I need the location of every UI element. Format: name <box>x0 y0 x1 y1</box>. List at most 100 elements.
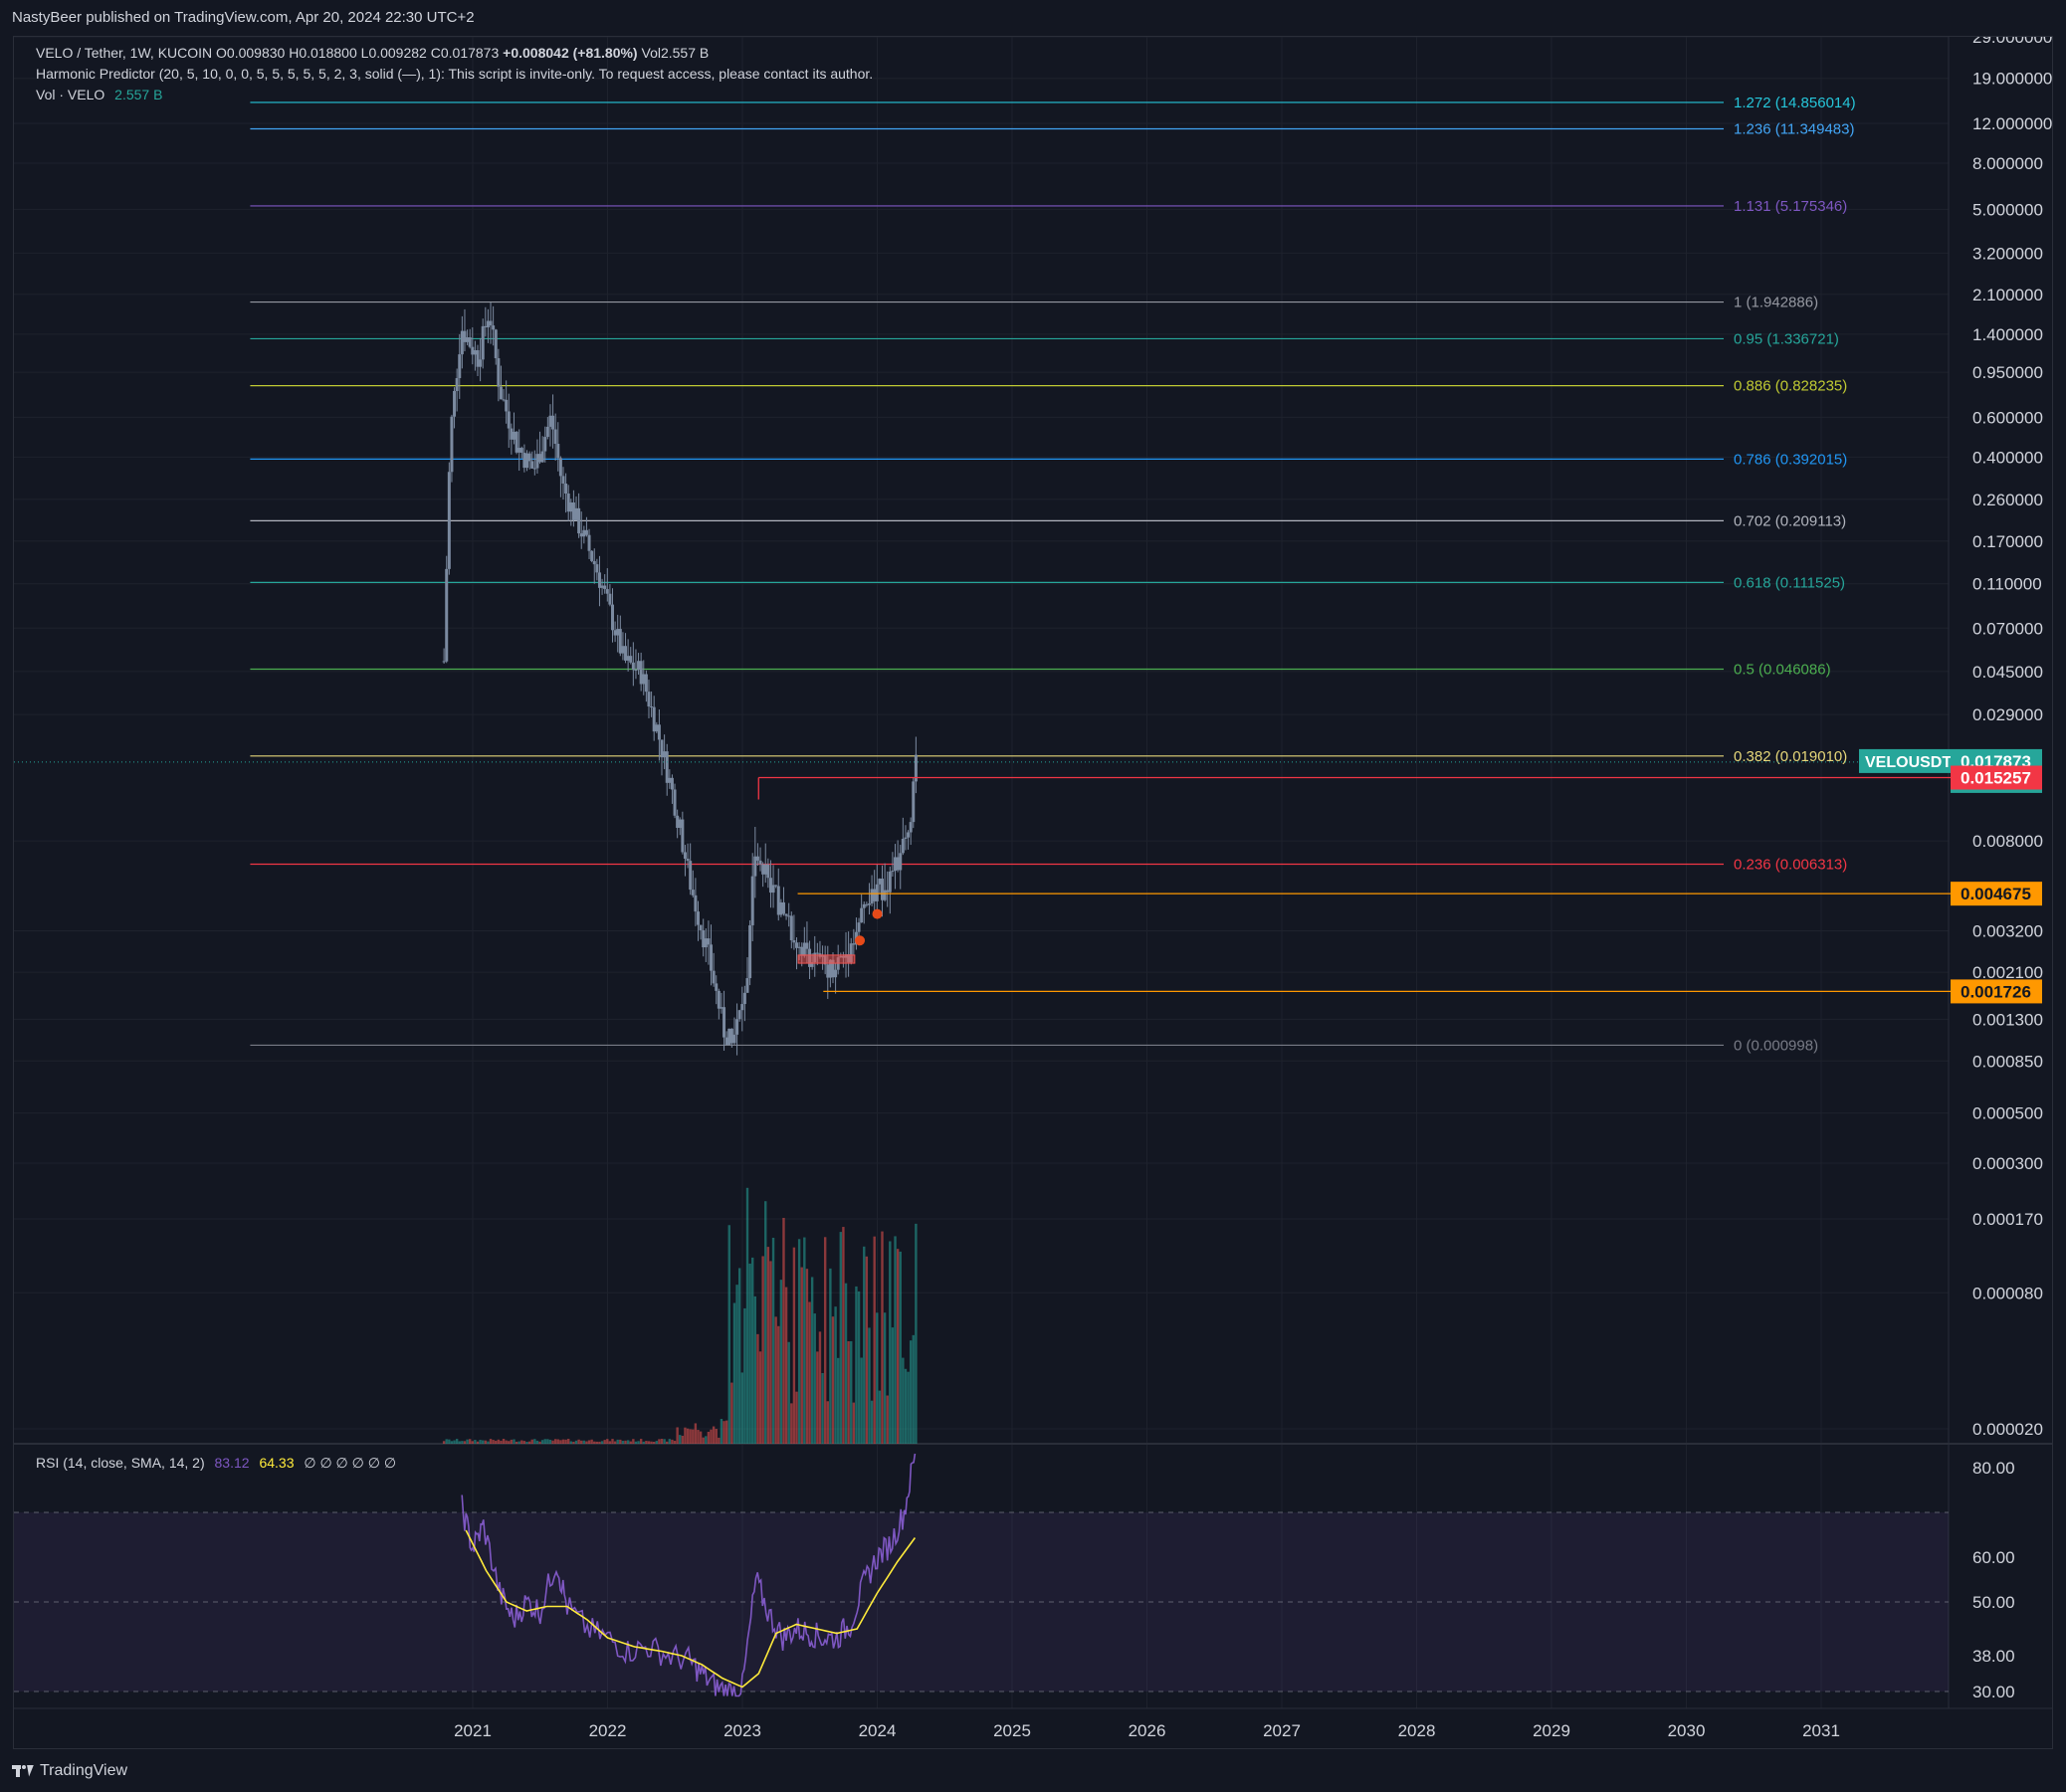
volume-bar <box>681 1435 685 1444</box>
candle-body <box>715 983 719 991</box>
volume-bar <box>540 1440 544 1444</box>
volume-bar <box>907 1371 910 1444</box>
candle-body <box>525 453 529 469</box>
volume-bar <box>513 1439 516 1444</box>
volume-bar <box>787 1341 790 1444</box>
volume-bar <box>886 1395 889 1444</box>
rsi-axis-tick: 50.00 <box>1972 1593 2015 1612</box>
time-axis-tick: 2028 <box>1398 1721 1436 1740</box>
candle-body <box>742 992 746 1005</box>
tradingview-logo[interactable]: TradingView <box>12 1762 127 1780</box>
price-axis-tick: 3.200000 <box>1972 244 2043 263</box>
candle-body <box>502 399 506 401</box>
candle-body <box>720 1007 723 1009</box>
volume-bar <box>484 1440 488 1444</box>
volume-bar <box>559 1440 562 1444</box>
volume-legend[interactable]: Vol · VELO 2.557 B <box>36 87 162 102</box>
volume-bar <box>468 1439 472 1444</box>
volume-bar <box>730 1382 733 1444</box>
volume-bar <box>515 1441 518 1444</box>
candle-body <box>453 390 457 417</box>
price-axis-tick: 0.001300 <box>1972 1010 2043 1029</box>
volume-bar <box>522 1441 526 1444</box>
candle-body <box>802 942 806 956</box>
volume-bar <box>724 1420 728 1444</box>
volume-bar <box>769 1261 772 1444</box>
volume-bar <box>621 1440 625 1444</box>
volume-bar <box>613 1441 617 1444</box>
volume-bar <box>658 1439 661 1444</box>
candle-body <box>644 674 648 693</box>
tradingview-brand: TradingView <box>40 1761 128 1779</box>
candle-body <box>710 944 714 971</box>
chart-frame[interactable]: 1.272 (14.856014) 1.236 (11.349483) 1.131 … <box>13 36 2053 1749</box>
candle-body <box>766 864 770 879</box>
volume-bar <box>598 1441 601 1444</box>
chart-canvas[interactable]: 1.272 (14.856014) 1.236 (11.349483) 1.131 … <box>14 37 2052 1748</box>
volume-bar <box>740 1372 743 1444</box>
candle-body <box>774 885 778 887</box>
volume-bar <box>697 1430 700 1444</box>
volume-bar <box>699 1431 703 1444</box>
candle-body <box>522 452 526 469</box>
candle-body <box>789 915 793 940</box>
symbol-label[interactable]: VELO / Tether, 1W, KUCOIN <box>36 45 213 61</box>
volume-bar <box>673 1441 677 1444</box>
candle-body <box>551 415 555 430</box>
candle-body <box>676 815 680 829</box>
volume-bar <box>805 1269 809 1444</box>
fib-level-label: 0.382 (0.019010) <box>1734 748 1847 765</box>
fib-level-label: 0.618 (0.111525) <box>1734 574 1845 591</box>
candle-body <box>729 1028 733 1044</box>
price-axis-tick: 0.260000 <box>1972 491 2043 509</box>
candle-body <box>515 431 518 453</box>
tradingview-logo-icon <box>12 1764 34 1777</box>
price-candles <box>442 301 918 1056</box>
candle-body <box>473 350 477 355</box>
volume-bar <box>500 1440 503 1444</box>
price-axis-tick: 0.000020 <box>1972 1420 2043 1439</box>
volume-bar <box>756 1333 759 1444</box>
time-axis-tick: 2031 <box>1802 1721 1840 1740</box>
volume-bar <box>479 1440 482 1444</box>
rsi-legend[interactable]: RSI (14, close, SMA, 14, 2) 83.12 64.33 … <box>36 1455 396 1472</box>
candle-body <box>699 924 703 930</box>
volume-bar <box>572 1441 575 1444</box>
volume-bar <box>587 1440 591 1444</box>
candle-body <box>489 320 493 326</box>
candle-body <box>608 593 612 605</box>
volume-bar <box>668 1439 672 1444</box>
volume-bar <box>530 1439 533 1444</box>
rsi-sma-value: 64.33 <box>259 1455 295 1471</box>
candle-body <box>763 864 767 875</box>
volume-bar <box>527 1441 531 1444</box>
indicator-legend[interactable]: Harmonic Predictor (20, 5, 10, 0, 0, 5, … <box>36 66 874 82</box>
candle-body <box>717 990 721 1009</box>
candle-body <box>582 529 586 537</box>
rsi-sma-line <box>465 1529 917 1689</box>
candle-body <box>704 938 708 948</box>
candle-body <box>647 692 651 707</box>
price-axis-tick: 1.400000 <box>1972 325 2043 344</box>
candle-body <box>849 943 853 963</box>
volume-bar <box>476 1441 480 1444</box>
price-axis-tick: 0.170000 <box>1972 532 2043 551</box>
vol-label: Vol <box>641 45 661 61</box>
candle-body <box>494 329 498 359</box>
price-axis-tick: 29.000000 <box>1972 37 2052 47</box>
publisher-line: NastyBeer published on TradingView.com, … <box>0 0 2066 36</box>
level-price-tag-value: 0.004675 <box>1961 885 2031 903</box>
candle-body <box>564 483 568 495</box>
low-value: 0.009282 <box>368 45 427 61</box>
candle-body <box>689 861 693 891</box>
volume-bar <box>883 1312 887 1444</box>
volume-bar <box>450 1441 454 1444</box>
candle-body <box>784 913 788 916</box>
volume-bar <box>538 1441 541 1444</box>
candle-body <box>912 781 916 823</box>
volume-bar <box>535 1440 539 1444</box>
candle-body <box>880 879 884 900</box>
candle-body <box>745 978 749 993</box>
fib-level-label: 1.236 (11.349483) <box>1734 121 1855 138</box>
volume-bar <box>863 1246 866 1444</box>
